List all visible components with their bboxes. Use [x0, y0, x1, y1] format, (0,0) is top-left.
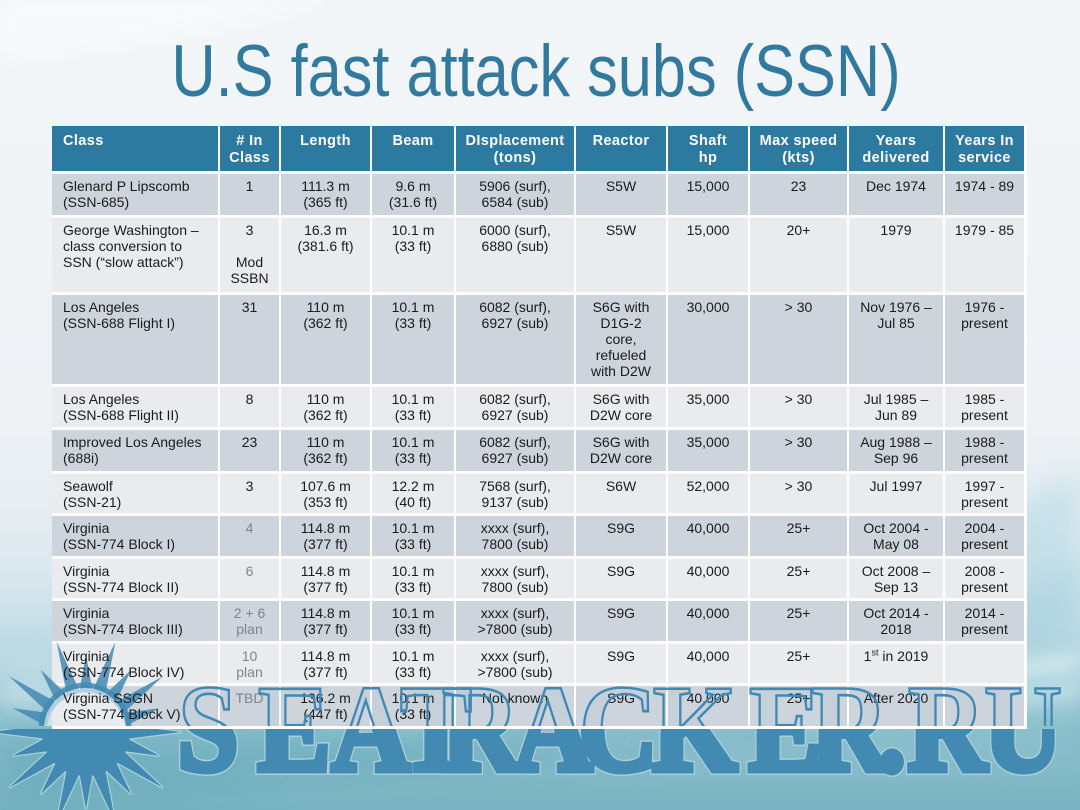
svg-text:SEATRACKER.RU: SEATRACKER.RU	[178, 661, 1063, 798]
svg-text:SEATRACKER.RU: SEATRACKER.RU	[178, 661, 1063, 798]
svg-text:SEATRACKER.RU: SEATRACKER.RU	[178, 661, 1063, 798]
